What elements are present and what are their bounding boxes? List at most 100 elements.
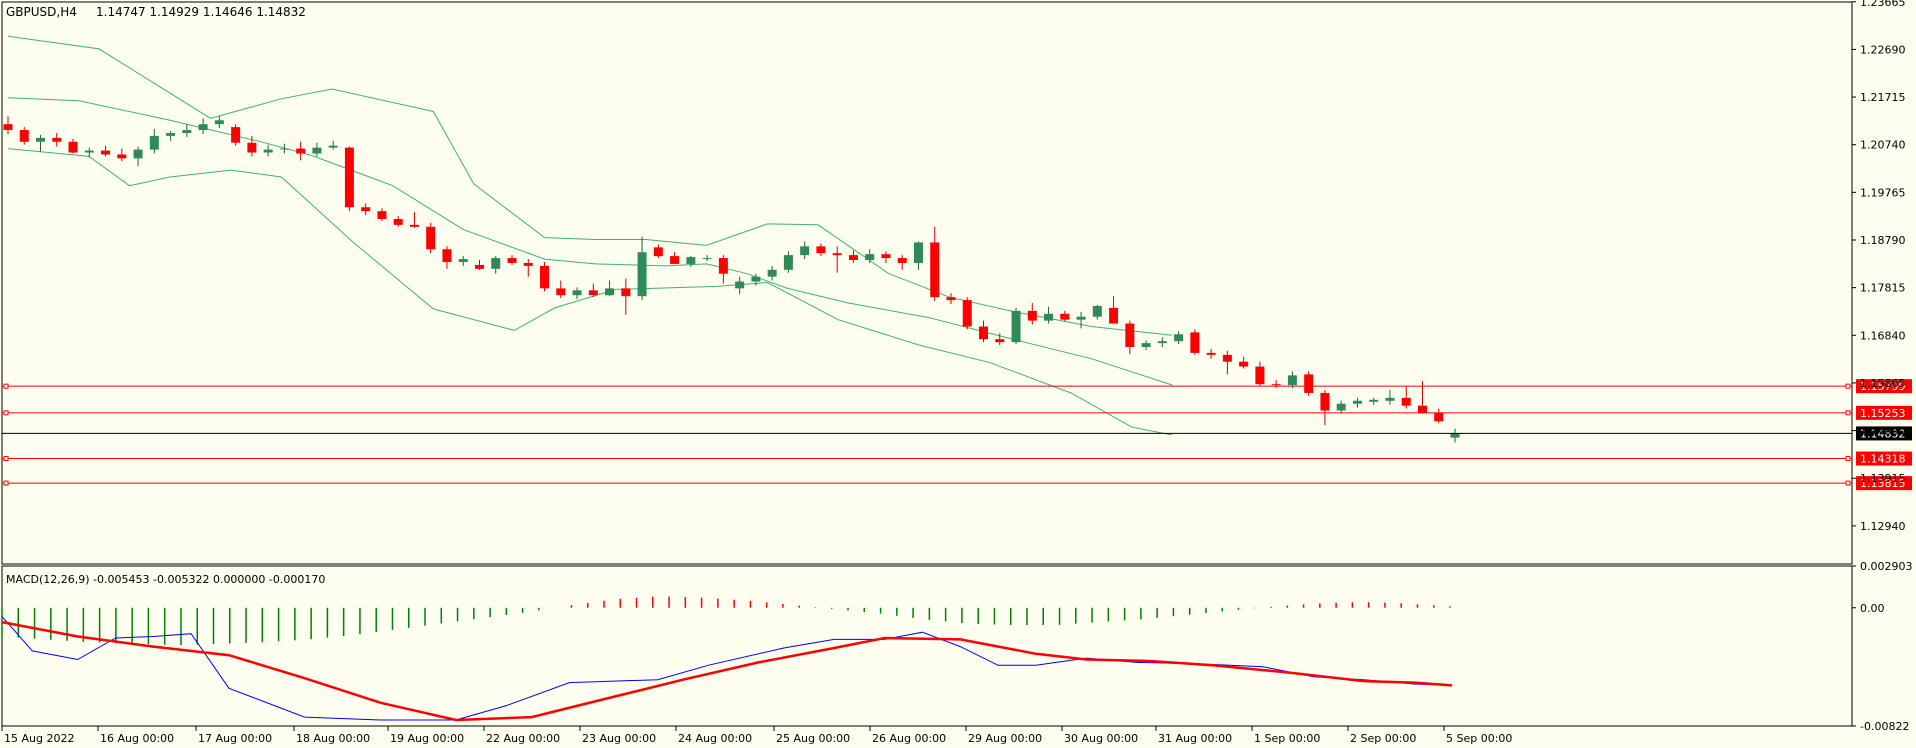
- candle[interactable]: [1401, 386, 1411, 409]
- candle[interactable]: [1336, 400, 1346, 414]
- candlestick-series[interactable]: [3, 116, 1460, 443]
- candle[interactable]: [312, 142, 322, 157]
- candle[interactable]: [718, 255, 728, 284]
- candle[interactable]: [1174, 331, 1184, 345]
- candle[interactable]: [68, 138, 78, 154]
- candle[interactable]: [897, 255, 907, 270]
- candle[interactable]: [263, 144, 273, 157]
- candle[interactable]: [19, 127, 29, 145]
- candle[interactable]: [377, 208, 387, 221]
- candle[interactable]: [653, 244, 663, 259]
- candle[interactable]: [540, 261, 550, 292]
- candle[interactable]: [1044, 306, 1054, 324]
- candle[interactable]: [881, 251, 891, 263]
- candle[interactable]: [1304, 371, 1314, 396]
- candle[interactable]: [117, 148, 127, 162]
- candle[interactable]: [1287, 371, 1297, 389]
- candle[interactable]: [848, 250, 858, 263]
- candle[interactable]: [1206, 348, 1216, 359]
- candle[interactable]: [767, 265, 777, 281]
- candle[interactable]: [279, 143, 289, 154]
- candle[interactable]: [556, 280, 566, 299]
- candle[interactable]: [1239, 356, 1249, 369]
- candle[interactable]: [751, 273, 761, 286]
- candle[interactable]: [816, 243, 826, 257]
- candle[interactable]: [1109, 296, 1119, 324]
- price-levels[interactable]: 1.15799 1.15253 1.14318 1.13815 1.14832: [2, 379, 1912, 491]
- candle[interactable]: [1320, 390, 1330, 426]
- level-handle-right[interactable]: [1845, 383, 1851, 389]
- candle[interactable]: [995, 333, 1005, 346]
- candle[interactable]: [1450, 428, 1460, 443]
- candle[interactable]: [572, 287, 582, 300]
- candle[interactable]: [247, 135, 257, 157]
- candle[interactable]: [1011, 307, 1021, 345]
- candle[interactable]: [1369, 397, 1379, 405]
- candle[interactable]: [182, 124, 192, 137]
- level-handle-left[interactable]: [3, 456, 9, 462]
- candle[interactable]: [133, 146, 143, 167]
- candle[interactable]: [1125, 320, 1135, 354]
- candle[interactable]: [344, 146, 354, 212]
- candle[interactable]: [1434, 408, 1444, 424]
- candle[interactable]: [328, 140, 338, 150]
- candle[interactable]: [913, 241, 923, 270]
- candle[interactable]: [946, 293, 956, 305]
- candle[interactable]: [1385, 390, 1395, 405]
- candle[interactable]: [962, 297, 972, 330]
- candle[interactable]: [702, 255, 712, 262]
- candle[interactable]: [1190, 329, 1200, 355]
- candle[interactable]: [474, 260, 484, 270]
- candle[interactable]: [52, 132, 62, 147]
- candle[interactable]: [637, 236, 647, 301]
- candle[interactable]: [588, 283, 598, 298]
- candle[interactable]: [458, 256, 468, 266]
- candle[interactable]: [605, 280, 615, 297]
- candle[interactable]: [426, 222, 436, 254]
- candle[interactable]: [3, 116, 13, 134]
- candle[interactable]: [800, 241, 810, 260]
- candle[interactable]: [783, 251, 793, 273]
- candle[interactable]: [491, 256, 501, 274]
- candle[interactable]: [1060, 310, 1070, 322]
- candle[interactable]: [84, 147, 94, 158]
- candle[interactable]: [1027, 303, 1037, 325]
- level-handle-right[interactable]: [1845, 456, 1851, 462]
- candle[interactable]: [198, 118, 208, 134]
- candle[interactable]: [36, 134, 46, 152]
- candle[interactable]: [670, 252, 680, 264]
- candle[interactable]: [1076, 311, 1086, 329]
- candle[interactable]: [865, 249, 875, 263]
- level-handle-left[interactable]: [3, 410, 9, 416]
- candle[interactable]: [1352, 397, 1362, 408]
- candle[interactable]: [930, 226, 940, 302]
- level-handle-right[interactable]: [1845, 480, 1851, 486]
- candle[interactable]: [1271, 380, 1281, 389]
- candle[interactable]: [393, 216, 403, 227]
- candle[interactable]: [1141, 340, 1151, 350]
- level-handle-left[interactable]: [3, 383, 9, 389]
- candle[interactable]: [149, 129, 159, 154]
- candle[interactable]: [523, 259, 533, 277]
- level-handle-left[interactable]: [3, 480, 9, 486]
- candle[interactable]: [166, 131, 176, 141]
- candle[interactable]: [621, 278, 631, 315]
- candle[interactable]: [1222, 350, 1232, 375]
- candle[interactable]: [442, 246, 452, 269]
- candle[interactable]: [1255, 361, 1265, 387]
- candle[interactable]: [101, 145, 111, 157]
- candle[interactable]: [832, 246, 842, 273]
- candle[interactable]: [1092, 304, 1102, 320]
- candle[interactable]: [231, 124, 241, 146]
- candle[interactable]: [409, 212, 419, 228]
- candle[interactable]: [214, 116, 224, 129]
- candle[interactable]: [507, 255, 517, 265]
- candle[interactable]: [296, 141, 306, 161]
- candle[interactable]: [686, 256, 696, 267]
- candle[interactable]: [735, 276, 745, 295]
- candle[interactable]: [1157, 337, 1167, 348]
- candle[interactable]: [979, 320, 989, 343]
- candle[interactable]: [361, 203, 371, 216]
- level-handle-right[interactable]: [1845, 410, 1851, 416]
